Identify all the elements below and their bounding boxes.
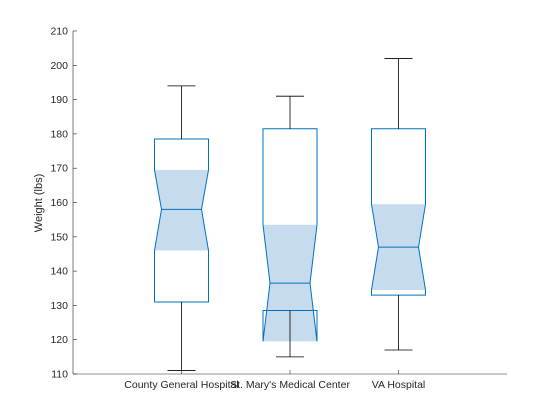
y-tick-label: 170 xyxy=(50,163,68,175)
x-tick-label: VA Hospital xyxy=(372,379,426,391)
box-outline xyxy=(154,138,209,303)
y-tick-label: 180 xyxy=(50,128,68,140)
axes-layer: 110 120 130 140 150 160 170 180 190 200 210 County … xyxy=(50,26,507,391)
box-3 xyxy=(371,58,426,351)
box-outline xyxy=(371,128,426,296)
y-tick-label: 160 xyxy=(50,197,68,209)
y-tick-label: 140 xyxy=(50,266,68,278)
x-tick-label: County General Hospital xyxy=(124,379,238,391)
x-tick-label: St. Mary's Medical Center xyxy=(230,379,350,391)
y-tick-label: 110 xyxy=(51,369,68,381)
boxes-layer xyxy=(154,58,426,371)
box-2 xyxy=(262,95,318,358)
y-tick-label: 130 xyxy=(50,300,68,312)
box-outline xyxy=(262,128,318,342)
y-tick-label: 210 xyxy=(50,26,68,38)
y-tick-label: 150 xyxy=(50,231,68,243)
box-1 xyxy=(154,85,209,371)
y-tick-label: 190 xyxy=(50,94,68,106)
y-axis-label: Weight (lbs) xyxy=(33,174,45,232)
y-tick-label: 200 xyxy=(50,60,68,72)
y-tick-label: 120 xyxy=(50,334,68,346)
notch-fill xyxy=(154,169,209,251)
